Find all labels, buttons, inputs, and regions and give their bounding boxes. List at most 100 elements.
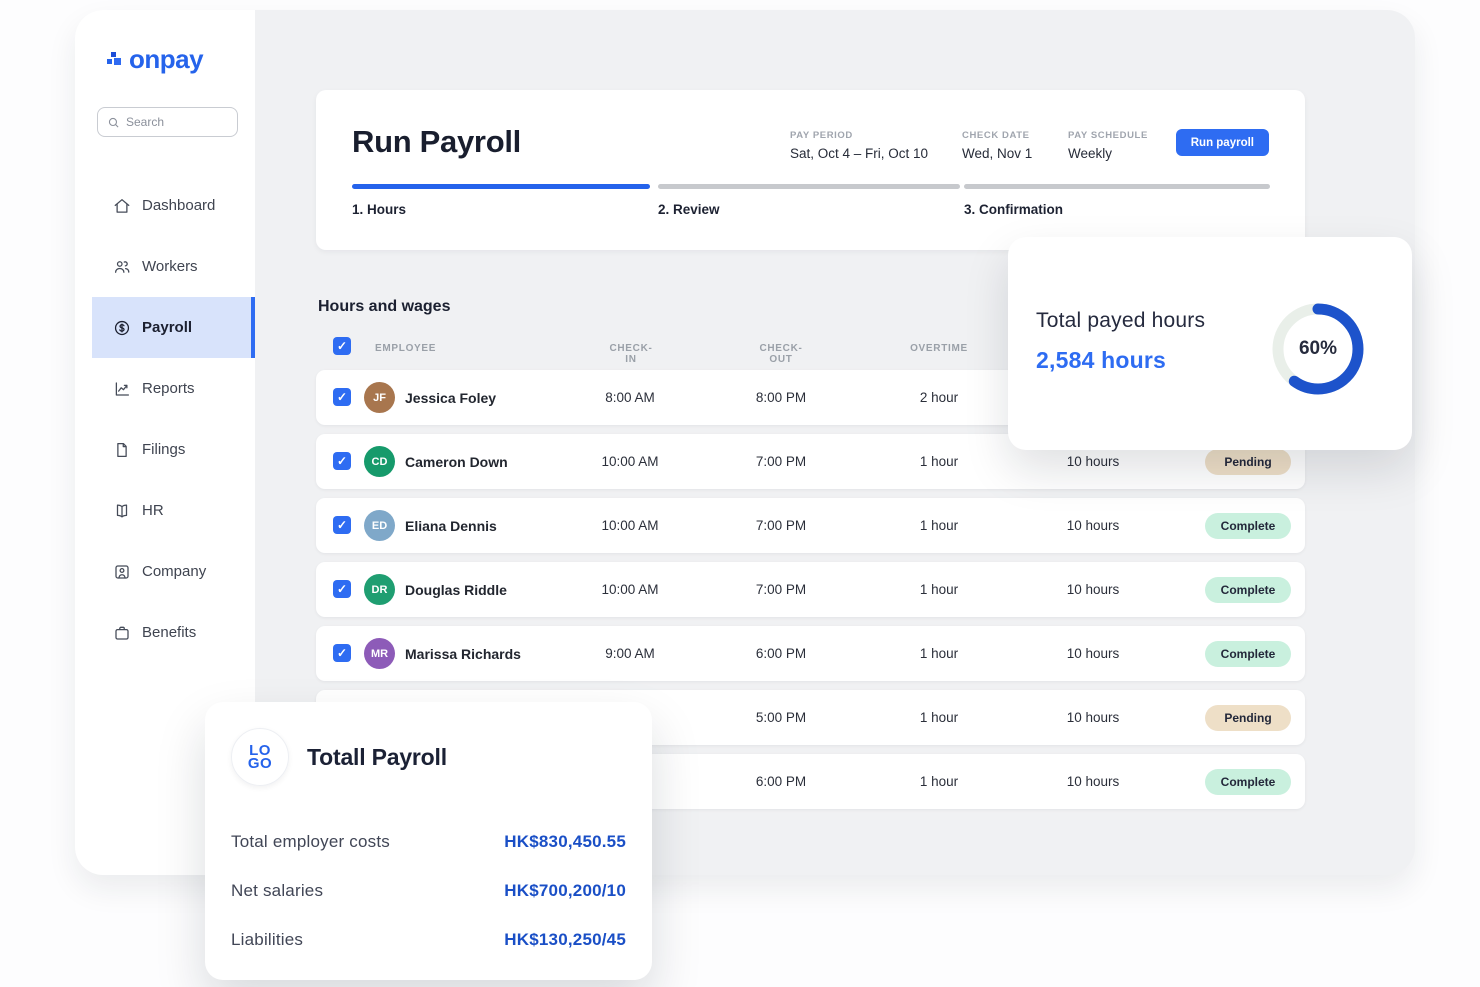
status-badge: Complete <box>1205 577 1291 603</box>
employer-costs-label: Total employer costs <box>231 832 390 851</box>
row-checkbox[interactable] <box>333 452 351 470</box>
brand-logo-text: onpay <box>129 44 204 74</box>
sidebar-item-benefits[interactable]: Benefits <box>75 602 255 663</box>
pay-schedule-label: PAY SCHEDULE <box>1068 130 1148 141</box>
step-review[interactable]: 2. Review <box>658 184 960 217</box>
check-in-cell: 10:00 AM <box>601 518 659 533</box>
check-in-cell: 8:00 AM <box>605 390 655 405</box>
sidebar-item-label: Workers <box>142 258 198 275</box>
liabilities-label: Liabilities <box>231 930 304 949</box>
check-in-cell: 10:00 AM <box>601 582 659 597</box>
net-salaries-label: Net salaries <box>231 881 324 900</box>
sidebar-item-label: Filings <box>142 441 186 458</box>
sidebar: onpay Dashboard Workers Payroll R <box>75 10 255 875</box>
totall-payroll-card: LO GO Totall Payroll Total employer cost… <box>205 702 652 980</box>
run-payroll-header-card: Run Payroll PAY PERIOD Sat, Oct 4 – Fri,… <box>316 90 1305 250</box>
overtime-cell: 1 hour <box>919 454 959 469</box>
hours-donut-chart: 60% <box>1268 299 1368 399</box>
page-title: Run Payroll <box>352 124 521 159</box>
pay-period-label: PAY PERIOD <box>790 130 853 141</box>
status-badge: Pending <box>1205 705 1291 731</box>
search-input[interactable] <box>126 115 228 129</box>
sidebar-item-label: Benefits <box>142 624 197 641</box>
table-row[interactable]: MR Marissa Richards 9:00 AM 6:00 PM 1 ho… <box>316 626 1305 681</box>
sidebar-item-dashboard[interactable]: Dashboard <box>75 175 255 236</box>
sidebar-item-label: Company <box>142 563 207 580</box>
sidebar-item-payroll[interactable]: Payroll <box>92 297 255 358</box>
payroll-card-row: Net salaries HK$700,200/10 <box>231 881 626 901</box>
logo-line2: GO <box>247 755 273 772</box>
row-checkbox[interactable] <box>333 388 351 406</box>
check-date-meta: CHECK DATE Wed, Nov 1 <box>962 130 1032 161</box>
sidebar-item-reports[interactable]: Reports <box>75 358 255 419</box>
payroll-card-row: Liabilities HK$130,250/45 <box>231 930 626 950</box>
avatar: JF <box>364 382 395 413</box>
payroll-card-row: Total employer costs HK$830,450.55 <box>231 832 626 852</box>
table-row[interactable]: CD Cameron Down 10:00 AM 7:00 PM 1 hour … <box>316 434 1305 489</box>
check-out-cell: 7:00 PM <box>755 454 807 469</box>
run-payroll-button[interactable]: Run payroll <box>1175 129 1269 156</box>
table-row[interactable]: DR Douglas Riddle 10:00 AM 7:00 PM 1 hou… <box>316 562 1305 617</box>
hours-card-title: Total payed hours <box>1036 309 1206 332</box>
row-checkbox[interactable] <box>333 644 351 662</box>
total-hours-cell: 10 hours <box>1066 582 1120 597</box>
row-checkbox[interactable] <box>333 580 351 598</box>
overtime-cell: 2 hour <box>919 390 959 405</box>
employee-name: Jessica Foley <box>405 389 497 406</box>
employee-name: Marissa Richards <box>405 645 521 662</box>
column-header-check-out[interactable]: CHECK-OUT <box>759 343 803 365</box>
overtime-cell: 1 hour <box>919 582 959 597</box>
payroll-icon <box>113 319 131 337</box>
hours-donut-arc <box>1272 303 1364 395</box>
table-header-row: EMPLOYEE CHECK-IN CHECK-OUT OVERTIME <box>316 337 1305 365</box>
sidebar-item-company[interactable]: Company <box>75 541 255 602</box>
avatar: CD <box>364 446 395 477</box>
net-salaries-value: HK$700,200/10 <box>504 881 626 900</box>
brand-logo[interactable]: onpay <box>107 44 204 74</box>
overtime-cell: 1 hour <box>919 518 959 533</box>
column-header-check-in[interactable]: CHECK-IN <box>609 343 653 365</box>
overtime-cell: 1 hour <box>919 774 959 789</box>
column-header-overtime[interactable]: OVERTIME <box>910 343 968 354</box>
pay-schedule-value: Weekly <box>1068 146 1113 161</box>
employee-name: Douglas Riddle <box>405 581 507 598</box>
total-hours-cell: 10 hours <box>1066 646 1120 661</box>
total-hours-cell: 10 hours <box>1066 454 1120 469</box>
search-box[interactable] <box>97 107 238 137</box>
step-review-bar <box>658 184 960 189</box>
step-confirmation-bar <box>964 184 1270 189</box>
check-out-cell: 7:00 PM <box>755 518 807 533</box>
status-badge: Complete <box>1205 513 1291 539</box>
workers-icon <box>113 258 131 276</box>
overtime-cell: 1 hour <box>919 710 959 725</box>
onpay-logo-icon <box>107 51 124 68</box>
select-all-checkbox[interactable] <box>333 337 351 355</box>
sidebar-item-label: Dashboard <box>142 197 216 214</box>
employee-name: Eliana Dennis <box>405 517 497 534</box>
liabilities-value: HK$130,250/45 <box>504 930 626 949</box>
row-checkbox[interactable] <box>333 516 351 534</box>
avatar: DR <box>364 574 395 605</box>
total-hours-cell: 10 hours <box>1066 518 1120 533</box>
step-confirmation[interactable]: 3. Confirmation <box>964 184 1270 217</box>
sidebar-item-filings[interactable]: Filings <box>75 419 255 480</box>
hours-card-value: 2,584 hours <box>1036 347 1167 373</box>
step-hours-label: 1. Hours <box>352 202 407 217</box>
sidebar-item-label: Reports <box>142 380 195 397</box>
check-date-label: CHECK DATE <box>962 130 1030 141</box>
hours-percent-label: 60% <box>1298 338 1338 359</box>
total-hours-cell: 10 hours <box>1066 710 1120 725</box>
sidebar-item-hr[interactable]: HR <box>75 480 255 541</box>
column-header-employee[interactable]: EMPLOYEE <box>375 343 437 354</box>
avatar: ED <box>364 510 395 541</box>
sidebar-item-workers[interactable]: Workers <box>75 236 255 297</box>
sidebar-nav: Dashboard Workers Payroll Reports Filing… <box>75 175 255 663</box>
total-hours-cell: 10 hours <box>1066 774 1120 789</box>
check-out-cell: 6:00 PM <box>755 774 807 789</box>
filings-icon <box>113 441 131 459</box>
table-row[interactable]: ED Eliana Dennis 10:00 AM 7:00 PM 1 hour… <box>316 498 1305 553</box>
payroll-card-title: Totall Payroll <box>307 744 447 770</box>
step-hours[interactable]: 1. Hours <box>352 184 650 217</box>
check-in-cell: 10:00 AM <box>601 454 659 469</box>
check-out-cell: 5:00 PM <box>755 710 807 725</box>
